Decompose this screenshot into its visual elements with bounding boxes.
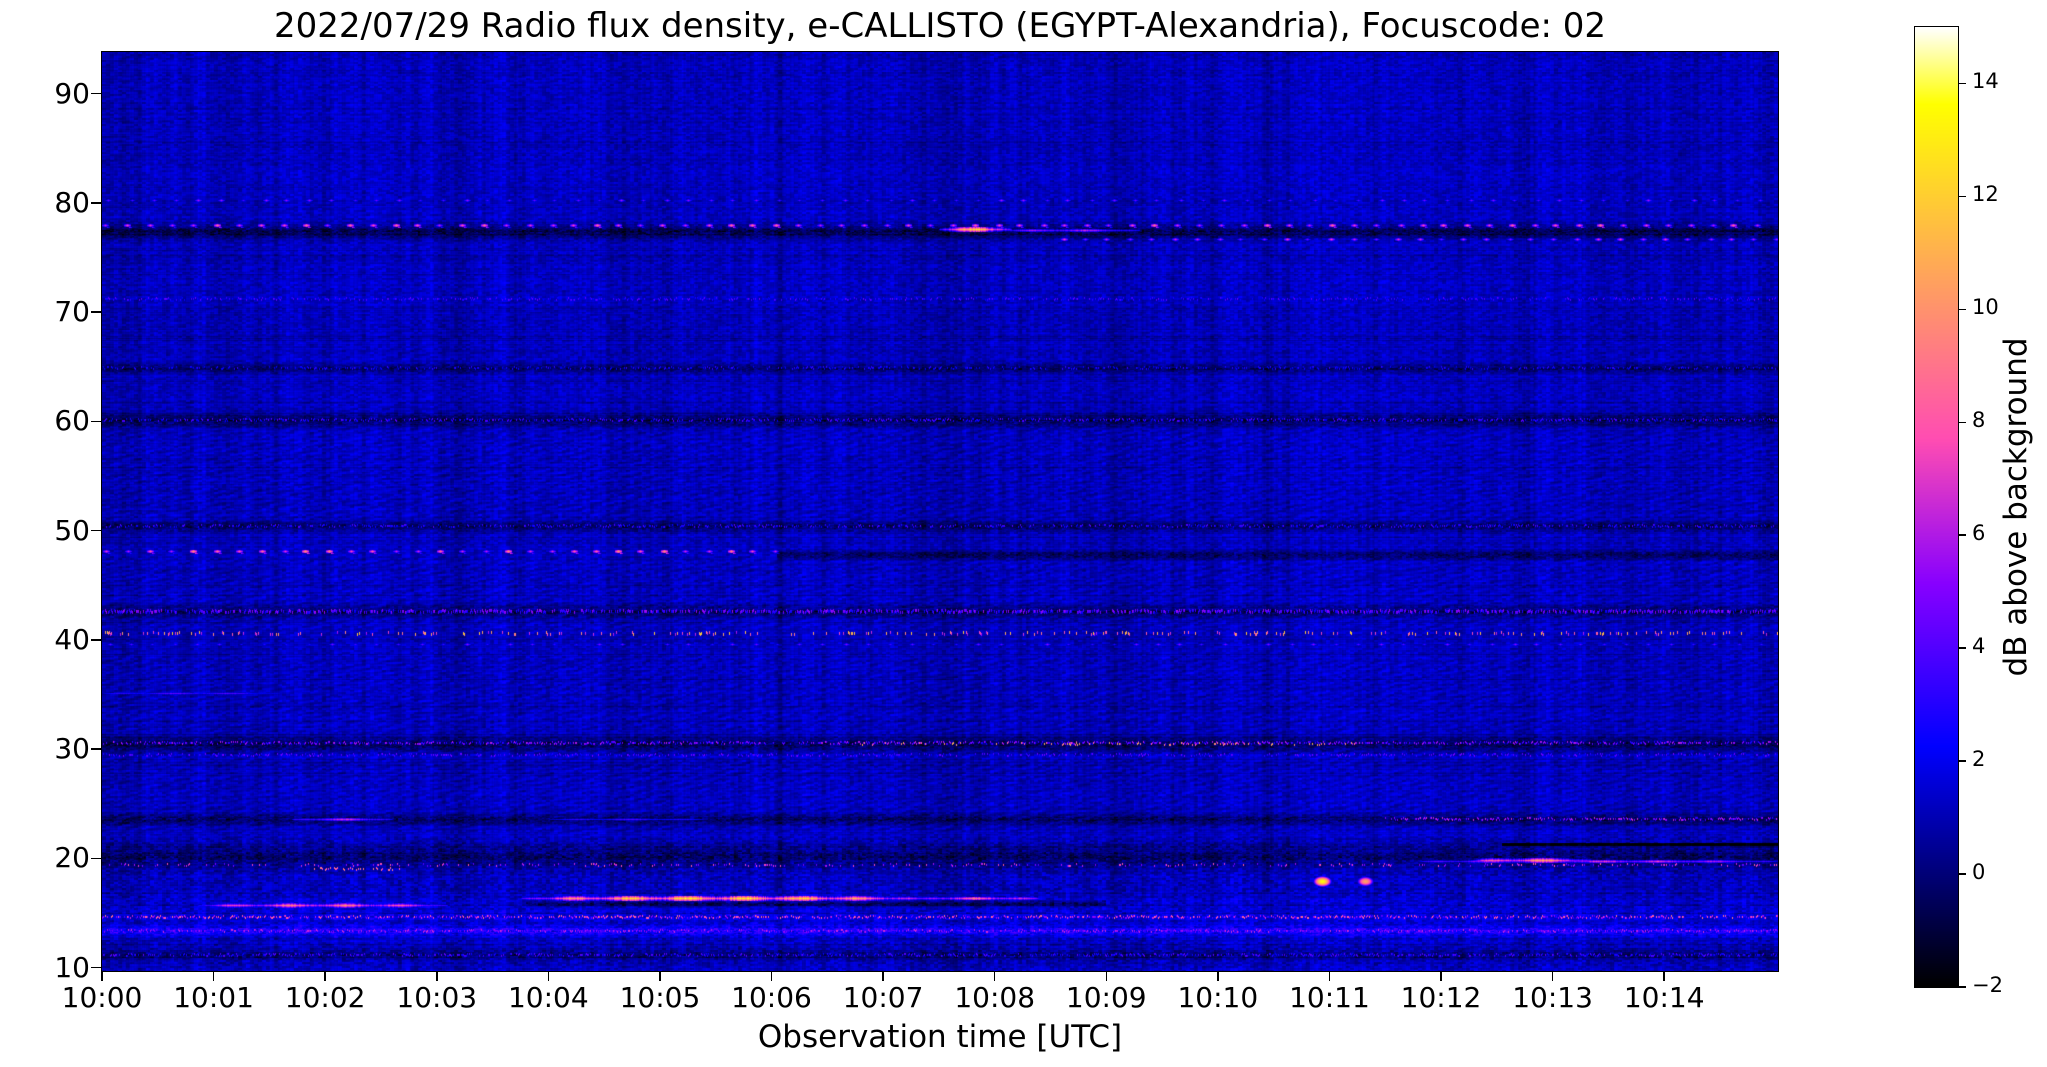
- x-tick-mark: [101, 971, 103, 981]
- x-tick-label: 10:07: [842, 981, 924, 1014]
- x-tick-mark: [1105, 971, 1107, 981]
- colorbar-tick-mark: [1958, 873, 1966, 875]
- y-tick-label: 40: [54, 622, 90, 656]
- x-tick-label: 10:08: [954, 981, 1036, 1014]
- colorbar-tick-label: 4: [1972, 634, 1986, 659]
- colorbar-tick-label: 0: [1972, 860, 1986, 885]
- y-tick-mark: [91, 639, 101, 641]
- colorbar-tick-mark: [1958, 760, 1966, 762]
- x-axis-label: Observation time [UTC]: [757, 1019, 1123, 1055]
- x-tick-label: 10:13: [1512, 981, 1593, 1014]
- x-tick-label: 10:01: [173, 981, 254, 1014]
- x-tick-label: 10:12: [1400, 981, 1482, 1014]
- colorbar-tick-mark: [1958, 195, 1966, 198]
- y-tick-label: 10: [54, 950, 90, 984]
- colorbar-tick-label: 6: [1972, 521, 1986, 546]
- y-tick-label: 20: [54, 841, 90, 875]
- colorbar-tick-mark: [1958, 421, 1966, 424]
- x-tick-mark: [882, 971, 884, 981]
- x-tick-mark: [1217, 971, 1219, 981]
- colorbar-tick-mark: [1958, 308, 1966, 311]
- y-tick-label: 80: [54, 185, 90, 219]
- colorbar-label-text: dB above background: [1998, 337, 2034, 677]
- y-tick-mark: [91, 966, 101, 969]
- x-tick-label: 10:03: [396, 981, 478, 1014]
- colorbar-tick-label: 10: [1972, 295, 1999, 320]
- x-tick-mark: [1440, 971, 1442, 981]
- colorbar-tick-label: 2: [1972, 747, 1986, 772]
- x-tick-label: 10:11: [1289, 981, 1370, 1014]
- spectrogram-heatmap: [101, 51, 1778, 971]
- x-tick-mark: [436, 971, 438, 981]
- x-tick-mark: [212, 971, 215, 981]
- y-tick-mark: [91, 748, 101, 750]
- x-tick-label: 10:05: [619, 981, 701, 1014]
- y-tick-mark: [91, 92, 101, 95]
- y-tick-label: 30: [54, 732, 90, 766]
- colorbar-gradient: [1914, 26, 1958, 987]
- y-tick-mark: [91, 420, 101, 423]
- x-tick-mark: [1328, 971, 1331, 981]
- colorbar: [1913, 25, 1959, 988]
- x-tick-label: 10:00: [61, 981, 143, 1014]
- x-tick-label: 10:10: [1177, 981, 1259, 1014]
- x-tick-label: 10:14: [1623, 981, 1705, 1014]
- x-tick-label: 10:02: [284, 981, 366, 1014]
- x-tick-mark: [1663, 971, 1665, 981]
- colorbar-tick-label: 8: [1972, 408, 1986, 433]
- y-tick-mark: [91, 857, 101, 860]
- y-tick-mark: [91, 529, 101, 532]
- x-tick-mark: [1551, 971, 1554, 981]
- x-tick-mark: [324, 971, 326, 981]
- colorbar-tick-mark: [1958, 647, 1966, 649]
- x-tick-mark: [659, 971, 661, 981]
- x-tick-label: 10:09: [1065, 981, 1147, 1014]
- colorbar-tick-label: 12: [1972, 182, 1999, 207]
- y-tick-mark: [91, 311, 101, 313]
- colorbar-tick-mark: [1958, 82, 1966, 85]
- plot-title: 2022/07/29 Radio flux density, e-CALLIST…: [273, 6, 1607, 46]
- y-tick-label: 90: [54, 76, 90, 110]
- colorbar-tick-mark: [1958, 986, 1966, 988]
- x-tick-mark: [993, 971, 996, 981]
- y-tick-label: 70: [54, 295, 90, 329]
- plot-area: [100, 50, 1779, 972]
- y-tick-label: 50: [54, 513, 90, 547]
- colorbar-tick-mark: [1958, 534, 1966, 536]
- colorbar-tick-label: 14: [1972, 69, 1999, 94]
- y-tick-mark: [91, 202, 101, 204]
- colorbar-tick-label: −2: [1972, 973, 2003, 997]
- x-tick-label: 10:04: [507, 981, 589, 1014]
- y-tick-label: 60: [54, 404, 90, 438]
- x-tick-mark: [547, 971, 550, 981]
- x-tick-mark: [770, 971, 773, 981]
- x-tick-label: 10:06: [731, 981, 812, 1014]
